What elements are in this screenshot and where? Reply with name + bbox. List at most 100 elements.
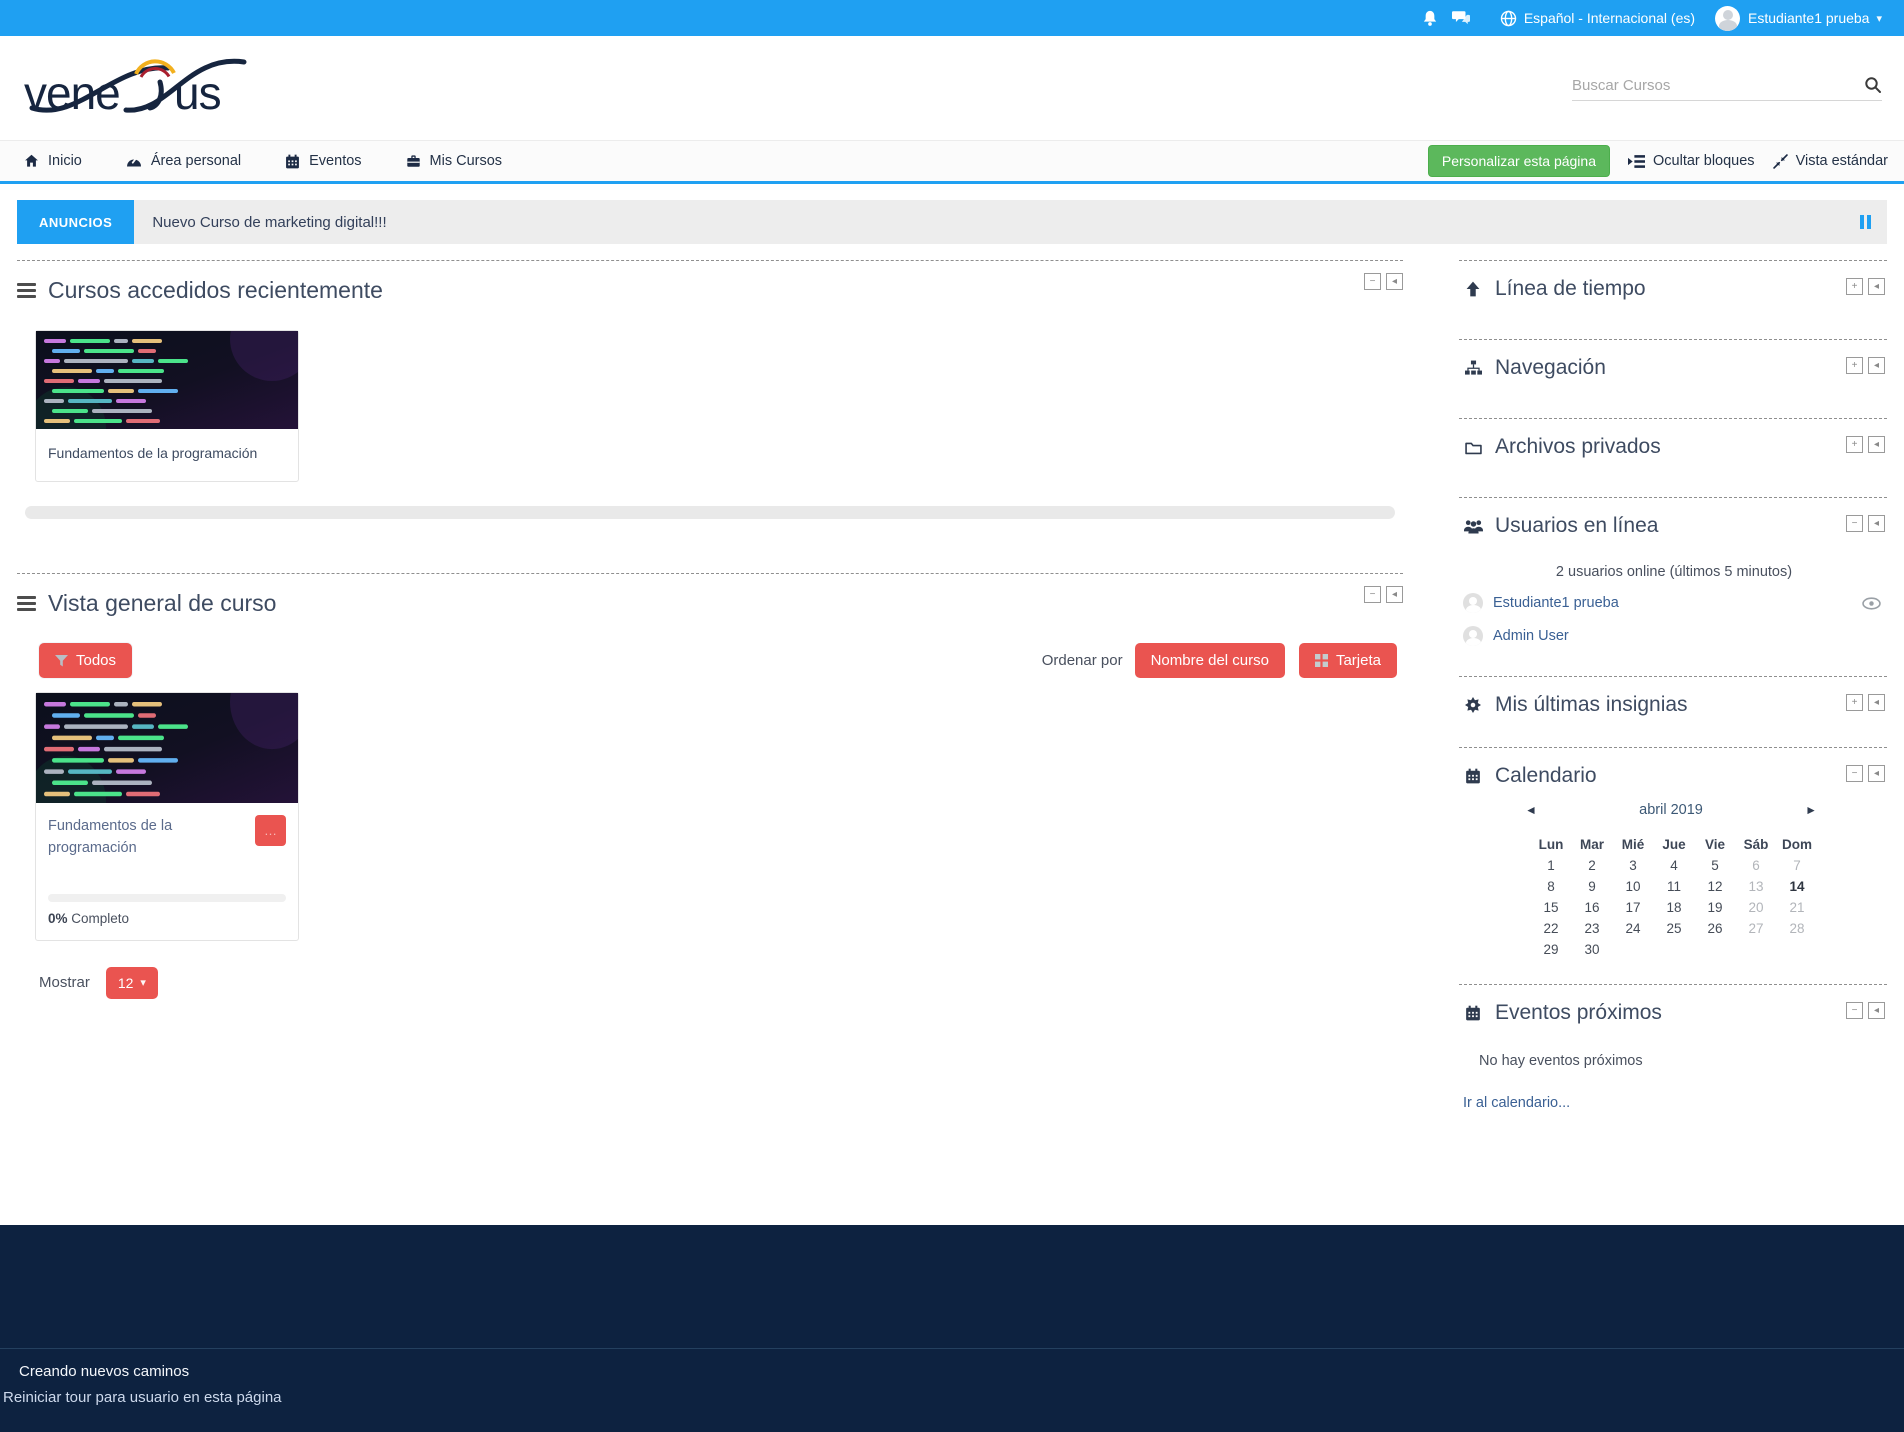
- sort-by-name-button[interactable]: Nombre del curso: [1134, 643, 1285, 678]
- home-icon: [25, 154, 38, 167]
- calendar-day-header: Lun: [1538, 837, 1564, 852]
- calendar-day[interactable]: 5: [1711, 858, 1719, 873]
- calendar-prev-month[interactable]: ◄: [1525, 803, 1537, 817]
- calendar-day[interactable]: 24: [1625, 921, 1641, 936]
- calendar-day[interactable]: 29: [1543, 942, 1559, 957]
- collapse-block-button[interactable]: −: [1846, 764, 1863, 782]
- customize-page-button[interactable]: Personalizar esta página: [1427, 145, 1610, 177]
- online-user-link[interactable]: Admin User: [1493, 628, 1569, 644]
- messages-chat-icon[interactable]: [1451, 10, 1470, 26]
- svg-text:vene: vene: [24, 67, 120, 119]
- reset-tour-link[interactable]: Reiniciar tour para usuario en esta pági…: [3, 1389, 282, 1406]
- search-icon[interactable]: [1864, 76, 1882, 94]
- calendar-day-header: Mar: [1579, 837, 1604, 852]
- calendar-day[interactable]: 14: [1789, 879, 1805, 894]
- hamburger-icon: [17, 280, 36, 301]
- recent-courses-section: Cursos accedidos recientemente − ◂: [17, 260, 1403, 545]
- calendar-day-header: Mié: [1621, 837, 1645, 852]
- calendar-day[interactable]: 1: [1547, 858, 1555, 873]
- calendar-day[interactable]: 16: [1584, 900, 1600, 915]
- calendar-day[interactable]: 27: [1748, 921, 1764, 936]
- calendar-day[interactable]: 2: [1588, 858, 1596, 873]
- main-region: Cursos accedidos recientemente − ◂: [0, 260, 1904, 1225]
- calendar-day[interactable]: 28: [1789, 921, 1805, 936]
- show-count-dropdown[interactable]: 12 ▾: [105, 966, 158, 999]
- nav-item-inicio[interactable]: Inicio: [24, 153, 82, 169]
- funnel-icon: [55, 654, 68, 666]
- calendar-day-header: Jue: [1662, 837, 1686, 852]
- expand-block-button[interactable]: +: [1846, 356, 1863, 374]
- calendar-day[interactable]: 12: [1707, 879, 1723, 894]
- announcement-message[interactable]: Nuevo Curso de marketing digital!!!: [152, 213, 387, 231]
- search-input[interactable]: [1572, 76, 1864, 94]
- calendar-day[interactable]: 11: [1666, 879, 1681, 894]
- collapse-block-button[interactable]: −: [1846, 1001, 1863, 1019]
- filter-all-button[interactable]: Todos: [39, 643, 133, 678]
- ticker-pause-button[interactable]: [1857, 200, 1887, 244]
- notifications-bell-icon[interactable]: [1422, 10, 1438, 26]
- user-name: Estudiante1 prueba: [1748, 10, 1870, 26]
- calendar-day[interactable]: 10: [1625, 879, 1641, 894]
- move-block-button[interactable]: ◂: [1868, 277, 1885, 295]
- calendar-day[interactable]: 8: [1547, 879, 1555, 894]
- move-block-button[interactable]: ◂: [1386, 586, 1403, 603]
- hide-blocks-button[interactable]: Ocultar bloques: [1628, 153, 1755, 169]
- calendar-next-month[interactable]: ►: [1805, 803, 1817, 817]
- footer-tagline: Creando nuevos caminos: [19, 1363, 190, 1380]
- chevron-down-icon: ▾: [1876, 12, 1882, 25]
- calendar-day[interactable]: 13: [1748, 879, 1764, 894]
- calendar-day[interactable]: 19: [1707, 900, 1723, 915]
- calendar-day[interactable]: 17: [1625, 900, 1641, 915]
- calendar-day[interactable]: 21: [1789, 900, 1805, 915]
- private-files-block: Archivos privados + ◂: [1459, 419, 1887, 498]
- move-block-button[interactable]: ◂: [1868, 693, 1885, 711]
- calendar-day[interactable]: 23: [1584, 921, 1600, 936]
- calendar-day[interactable]: 3: [1629, 858, 1637, 873]
- language-selector[interactable]: Español - Internacional (es): [1500, 10, 1695, 27]
- online-user-link[interactable]: Estudiante1 prueba: [1493, 595, 1619, 611]
- calendar-day[interactable]: 26: [1707, 921, 1723, 936]
- expand-block-button[interactable]: +: [1846, 693, 1863, 711]
- calendar-empty-cell: [1654, 939, 1695, 960]
- course-title[interactable]: Fundamentos de la programación: [48, 818, 173, 857]
- card-view-button[interactable]: Tarjeta: [1298, 643, 1397, 678]
- standard-view-button[interactable]: Vista estándar: [1772, 153, 1888, 169]
- calendar-day[interactable]: 30: [1584, 942, 1600, 957]
- move-block-button[interactable]: ◂: [1868, 1001, 1885, 1019]
- calendar-day[interactable]: 22: [1543, 921, 1559, 936]
- nav-item-mis-cursos[interactable]: Mis Cursos: [406, 153, 502, 169]
- overview-course-card[interactable]: Fundamentos de la programación … 0% Comp…: [35, 692, 299, 941]
- move-block-button[interactable]: ◂: [1868, 764, 1885, 782]
- move-block-button[interactable]: ◂: [1868, 435, 1885, 453]
- move-block-button[interactable]: ◂: [1868, 356, 1885, 374]
- calendar-day[interactable]: 4: [1670, 858, 1678, 873]
- expand-block-button[interactable]: +: [1846, 277, 1863, 295]
- online-user-row: Estudiante1 prueba: [1463, 593, 1885, 613]
- collapse-block-button[interactable]: −: [1364, 586, 1381, 603]
- calendar-day[interactable]: 18: [1666, 900, 1682, 915]
- course-title[interactable]: Fundamentos de la programación: [48, 445, 258, 461]
- calendar-day[interactable]: 7: [1793, 858, 1801, 873]
- course-actions-menu-button[interactable]: …: [255, 815, 286, 846]
- calendar-day[interactable]: 25: [1666, 921, 1682, 936]
- mini-calendar: Lun Mar Mié Jue Vie Sáb Dom 1 2 3 4 5 6 7 8 9 10 11 12 13 1…: [1531, 834, 1818, 960]
- recent-course-card[interactable]: Fundamentos de la programación: [35, 330, 299, 482]
- calendar-day[interactable]: 15: [1543, 900, 1559, 915]
- expand-block-button[interactable]: +: [1846, 435, 1863, 453]
- collapse-block-button[interactable]: −: [1846, 514, 1863, 532]
- calendar-empty-cell: [1695, 939, 1736, 960]
- calendar-day[interactable]: 20: [1748, 900, 1764, 915]
- venexus-logo[interactable]: vene us: [18, 52, 258, 124]
- courses-horizontal-scrollbar[interactable]: [25, 506, 1395, 519]
- calendar-day[interactable]: 6: [1752, 858, 1760, 873]
- nav-item-eventos[interactable]: Eventos: [285, 153, 362, 169]
- calendar-day[interactable]: 9: [1588, 879, 1596, 894]
- user-menu[interactable]: Estudiante1 prueba ▾: [1715, 5, 1882, 31]
- go-to-calendar-link[interactable]: Ir al calendario...: [1463, 1095, 1571, 1111]
- eye-icon[interactable]: [1862, 596, 1881, 610]
- collapse-block-button[interactable]: −: [1364, 273, 1381, 290]
- move-block-button[interactable]: ◂: [1386, 273, 1403, 290]
- nav-item-area-personal[interactable]: Área personal: [126, 153, 241, 169]
- move-block-button[interactable]: ◂: [1868, 514, 1885, 532]
